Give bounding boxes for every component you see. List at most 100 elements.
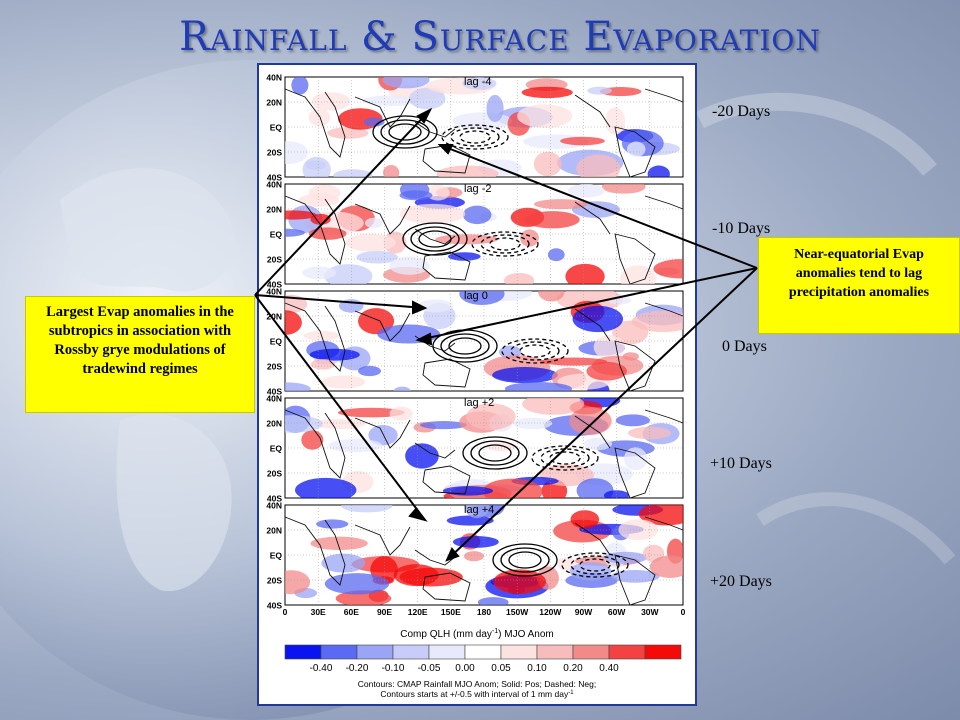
colorbar-tick-label: 0.05 xyxy=(491,663,511,674)
latitude-label: 20N xyxy=(266,419,282,429)
latitude-label: 20S xyxy=(267,469,282,479)
longitude-label: 0 xyxy=(283,607,288,617)
caption-line-2: Contours starts at +/-0.5 with interval … xyxy=(380,689,574,699)
coastline xyxy=(644,88,684,103)
anomaly-patch xyxy=(504,382,573,391)
anomaly-patch xyxy=(305,160,326,170)
anomaly-patch xyxy=(310,358,336,370)
latitude-label: 40N xyxy=(266,394,282,404)
anomaly-patch xyxy=(295,477,357,498)
colorbar-tick-label: 0.40 xyxy=(599,663,619,674)
coastline xyxy=(422,572,471,602)
anomaly-patch xyxy=(631,310,683,333)
anomaly-patch xyxy=(328,438,383,453)
anomaly-patch xyxy=(586,361,627,381)
anomaly-patch xyxy=(492,366,558,384)
anomaly-patch xyxy=(365,217,383,229)
colorbar-swatch xyxy=(464,644,502,660)
colorbar-tick-label: 0.00 xyxy=(455,663,475,674)
anomaly-patch xyxy=(462,205,492,225)
longitude-label: 120W xyxy=(539,607,562,617)
latitude-label: 40N xyxy=(266,180,282,190)
anomaly-patch xyxy=(301,430,324,450)
anomaly-patch xyxy=(626,141,646,157)
colorbar-swatch xyxy=(284,644,322,660)
anomaly-patch xyxy=(576,478,614,498)
lag-label: lag 0 xyxy=(464,290,488,302)
colorbar-tick-label: -0.10 xyxy=(382,663,405,674)
colorbar-swatch xyxy=(572,644,610,660)
anomaly-patch xyxy=(569,407,612,435)
colorbar-swatch xyxy=(392,644,430,660)
anomaly-patch xyxy=(649,555,683,578)
anomaly-patch xyxy=(389,406,413,421)
latitude-label: 20N xyxy=(266,205,282,215)
longitude-label: 90E xyxy=(377,607,392,617)
anomaly-patch xyxy=(627,426,672,440)
latitude-label: 20S xyxy=(267,255,282,265)
longitude-label: 60E xyxy=(344,607,359,617)
latitude-label: 40N xyxy=(266,501,282,511)
anomaly-patch xyxy=(308,108,331,127)
anomaly-patch xyxy=(362,95,418,106)
anomaly-patch xyxy=(533,199,588,210)
anomaly-patch xyxy=(593,335,626,360)
latitude-label: EQ xyxy=(270,123,283,133)
latitude-label: EQ xyxy=(270,444,283,454)
colorbar-title: Comp QLH (mm day-1) MJO Anom xyxy=(400,628,554,640)
colorbar-swatch xyxy=(536,644,574,660)
latitude-label: EQ xyxy=(270,337,283,347)
latitude-label: 20N xyxy=(266,526,282,536)
longitude-label: 150E xyxy=(441,607,461,617)
latitude-label: 20S xyxy=(267,362,282,372)
anomaly-patch xyxy=(442,486,494,496)
anomaly-patch xyxy=(601,184,646,194)
coastline xyxy=(574,94,611,128)
anomaly-patch xyxy=(584,437,613,451)
anomaly-patch xyxy=(285,570,310,595)
anomaly-patch xyxy=(587,86,612,95)
latitude-label: 20N xyxy=(266,98,282,108)
longitude-label: 30W xyxy=(641,607,659,617)
slide-title: Rainfall & Surface Evaporation xyxy=(179,14,821,60)
latitude-label: EQ xyxy=(270,551,283,561)
anomaly-patch xyxy=(309,348,360,361)
anomaly-patch xyxy=(316,519,349,529)
anomaly-patch xyxy=(522,398,585,415)
anomaly-patch xyxy=(570,510,600,529)
anomaly-patch xyxy=(418,299,453,313)
callout-equatorial-lag: Near-equatorial Evap anomalies tend to l… xyxy=(758,237,960,334)
anomaly-patch xyxy=(333,169,373,177)
lag-label: lag +2 xyxy=(464,397,494,409)
days-label: +20 Days xyxy=(710,573,772,590)
colorbar-swatch xyxy=(428,644,466,660)
colorbar-tick-label: 0.10 xyxy=(527,663,547,674)
anomaly-patch xyxy=(610,569,660,583)
anomaly-patch xyxy=(513,417,553,430)
anomaly-patch xyxy=(521,86,573,99)
anomaly-patch xyxy=(382,165,400,177)
latitude-label: 40S xyxy=(267,601,282,611)
colorbar-tick-label: 0.20 xyxy=(563,663,583,674)
days-label: -10 Days xyxy=(712,220,771,237)
anomaly-patch xyxy=(452,112,513,130)
anomaly-patch xyxy=(567,184,605,198)
anomaly-patch xyxy=(324,573,390,595)
lag-label: lag -4 xyxy=(464,76,492,88)
longitude-label: 120E xyxy=(408,607,428,617)
longitude-label: 180 xyxy=(477,607,491,617)
colorbar-swatch xyxy=(356,644,394,660)
colorbar-swatch xyxy=(608,644,646,660)
latitude-label: 40N xyxy=(266,287,282,297)
anomaly-patch xyxy=(486,442,517,452)
anomaly-patch xyxy=(358,365,381,377)
anomaly-patch xyxy=(452,536,499,548)
caption-line-1: Contours: CMAP Rainfall MJO Anom; Solid:… xyxy=(358,679,596,689)
anomaly-patch xyxy=(477,597,509,605)
longitude-label: 90W xyxy=(575,607,593,617)
anomaly-patch xyxy=(486,94,504,123)
anomaly-patch xyxy=(565,263,605,284)
lag-label: lag -2 xyxy=(464,183,492,195)
